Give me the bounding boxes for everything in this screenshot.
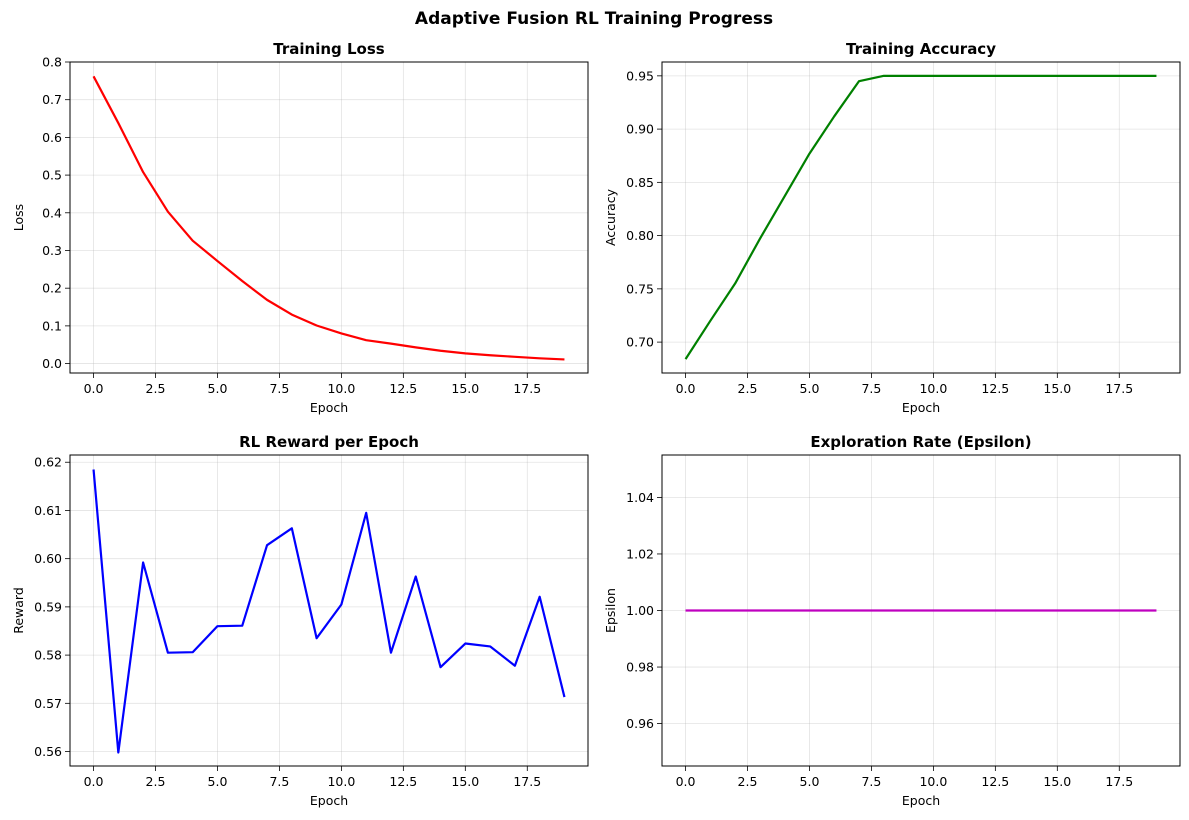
y-tick-label: 0.95 bbox=[626, 68, 654, 83]
y-tick-label: 0.57 bbox=[34, 696, 62, 711]
x-tick-label: 15.0 bbox=[1043, 381, 1071, 396]
y-tick-label: 0.58 bbox=[34, 648, 62, 663]
x-tick-label: 0.0 bbox=[676, 381, 696, 396]
y-tick-label: 0.61 bbox=[34, 503, 62, 518]
y-ticks: 0.0 0.1 0.2 0.3 0.4 0.5 0.6 0.7 0.8 bbox=[42, 55, 70, 371]
y-tick-label: 0.8 bbox=[42, 55, 62, 70]
x-tick-label: 0.0 bbox=[676, 774, 696, 789]
y-tick-label: 0.2 bbox=[42, 281, 62, 296]
y-tick-label: 0.7 bbox=[42, 92, 62, 107]
figure-suptitle: Adaptive Fusion RL Training Progress bbox=[415, 9, 773, 29]
x-tick-label: 17.5 bbox=[513, 774, 541, 789]
y-tick-label: 0.3 bbox=[42, 243, 62, 258]
axes-frame bbox=[69, 454, 589, 767]
x-tick-label: 2.5 bbox=[738, 381, 758, 396]
x-tick-label: 5.0 bbox=[800, 774, 820, 789]
y-tick-label: 0.4 bbox=[42, 205, 62, 220]
grid bbox=[70, 455, 588, 766]
x-tick-label: 2.5 bbox=[146, 774, 166, 789]
chart-reward: 0.0 2.5 5.0 7.5 10.0 12.5 15.0 17.5 0.56 0.57 0.58… bbox=[11, 433, 589, 808]
x-tick-label: 0.0 bbox=[84, 774, 104, 789]
grid bbox=[662, 62, 1180, 373]
x-axis-label: Epoch bbox=[310, 793, 348, 808]
x-tick-label: 15.0 bbox=[451, 381, 479, 396]
chart-title: Training Accuracy bbox=[846, 40, 996, 58]
axes-frame bbox=[69, 61, 589, 374]
y-tick-label: 1.04 bbox=[626, 490, 654, 505]
series-line-reward bbox=[92, 469, 566, 754]
y-tick-label: 1.02 bbox=[626, 546, 654, 561]
x-ticks: 0.0 2.5 5.0 7.5 10.0 12.5 15.0 17.5 bbox=[676, 373, 1133, 396]
y-tick-label: 0.75 bbox=[626, 281, 654, 296]
y-tick-label: 0.59 bbox=[34, 599, 62, 614]
y-tick-label: 0.96 bbox=[626, 716, 654, 731]
x-tick-label: 15.0 bbox=[451, 774, 479, 789]
x-tick-label: 12.5 bbox=[389, 774, 417, 789]
x-tick-label: 0.0 bbox=[84, 381, 104, 396]
x-axis-label: Epoch bbox=[310, 400, 348, 415]
y-tick-label: 0.6 bbox=[42, 130, 62, 145]
x-tick-label: 7.5 bbox=[861, 774, 881, 789]
x-axis-label: Epoch bbox=[902, 793, 940, 808]
y-tick-label: 0.90 bbox=[626, 122, 654, 137]
x-ticks: 0.0 2.5 5.0 7.5 10.0 12.5 15.0 17.5 bbox=[676, 766, 1133, 789]
y-ticks: 0.96 0.98 1.00 1.02 1.04 bbox=[626, 490, 662, 731]
x-tick-label: 7.5 bbox=[861, 381, 881, 396]
grid bbox=[70, 61, 588, 373]
y-axis-label: Epsilon bbox=[603, 588, 618, 633]
y-tick-label: 0.60 bbox=[34, 551, 62, 566]
x-tick-label: 17.5 bbox=[1105, 774, 1133, 789]
y-tick-label: 0.56 bbox=[34, 744, 62, 759]
y-axis-label: Loss bbox=[11, 204, 26, 231]
y-tick-label: 1.00 bbox=[626, 603, 654, 618]
x-tick-label: 5.0 bbox=[800, 381, 820, 396]
y-tick-label: 0.0 bbox=[42, 356, 62, 371]
x-ticks: 0.0 2.5 5.0 7.5 10.0 12.5 15.0 17.5 bbox=[84, 766, 541, 789]
x-tick-label: 10.0 bbox=[327, 774, 355, 789]
axes-frame bbox=[661, 61, 1181, 374]
y-tick-label: 0.98 bbox=[626, 660, 654, 675]
x-tick-label: 7.5 bbox=[269, 774, 289, 789]
y-tick-label: 0.62 bbox=[34, 455, 62, 470]
x-tick-label: 12.5 bbox=[981, 774, 1009, 789]
x-tick-label: 2.5 bbox=[146, 381, 166, 396]
y-tick-label: 0.80 bbox=[626, 228, 654, 243]
series-line-loss bbox=[92, 75, 565, 361]
x-tick-label: 10.0 bbox=[327, 381, 355, 396]
x-tick-label: 7.5 bbox=[269, 381, 289, 396]
x-tick-label: 17.5 bbox=[513, 381, 541, 396]
x-axis-label: Epoch bbox=[902, 400, 940, 415]
y-ticks: 0.56 0.57 0.58 0.59 0.60 0.61 0.62 bbox=[34, 455, 70, 759]
x-tick-label: 10.0 bbox=[919, 774, 947, 789]
chart-title: Training Loss bbox=[273, 40, 384, 58]
x-ticks: 0.0 2.5 5.0 7.5 10.0 12.5 15.0 17.5 bbox=[84, 373, 541, 396]
x-tick-label: 2.5 bbox=[738, 774, 758, 789]
y-tick-label: 0.70 bbox=[626, 335, 654, 350]
chart-accuracy: 0.0 2.5 5.0 7.5 10.0 12.5 15.0 17.5 0.70 0.75 0.80… bbox=[603, 40, 1181, 415]
y-tick-label: 0.85 bbox=[626, 175, 654, 190]
y-tick-label: 0.1 bbox=[42, 318, 62, 333]
y-axis-label: Accuracy bbox=[603, 188, 618, 246]
y-axis-label: Reward bbox=[11, 587, 26, 634]
x-tick-label: 15.0 bbox=[1043, 774, 1071, 789]
chart-epsilon: 0.0 2.5 5.0 7.5 10.0 12.5 15.0 17.5 0.96 0.98 1.00… bbox=[603, 433, 1181, 808]
x-tick-label: 17.5 bbox=[1105, 381, 1133, 396]
chart-title: Exploration Rate (Epsilon) bbox=[810, 433, 1031, 451]
y-ticks: 0.70 0.75 0.80 0.85 0.90 0.95 bbox=[626, 68, 662, 350]
chart-title: RL Reward per Epoch bbox=[239, 433, 419, 451]
x-tick-label: 5.0 bbox=[208, 381, 228, 396]
chart-loss: 0.0 2.5 5.0 7.5 10.0 12.5 15.0 17.5 0.0 0.1 0.2 0.3… bbox=[11, 40, 589, 415]
series-line-accuracy bbox=[684, 74, 1157, 360]
x-tick-label: 10.0 bbox=[919, 381, 947, 396]
x-tick-label: 5.0 bbox=[208, 774, 228, 789]
x-tick-label: 12.5 bbox=[981, 381, 1009, 396]
y-tick-label: 0.5 bbox=[42, 168, 62, 183]
x-tick-label: 12.5 bbox=[389, 381, 417, 396]
